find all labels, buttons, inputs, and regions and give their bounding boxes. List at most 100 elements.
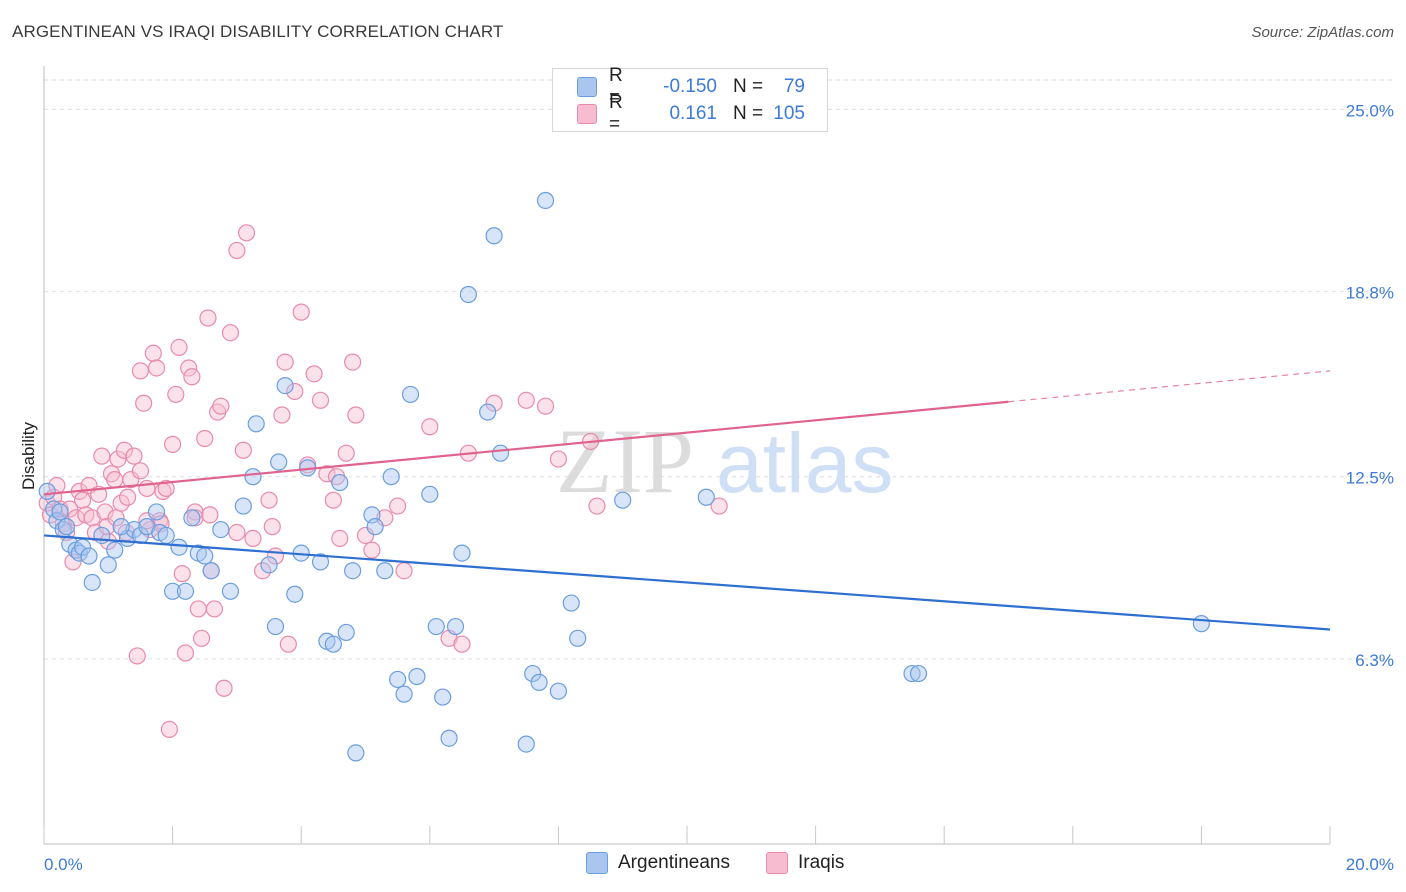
argentinean-point (459, 285, 477, 304)
series-legend-argentineans[interactable]: Argentineans (586, 852, 730, 874)
iraqi-point (286, 382, 304, 401)
watermark-atlas: atlas (716, 416, 893, 510)
series-swatch-argentineans (586, 852, 608, 874)
trend-lines (43, 370, 1331, 631)
series-label-iraqis: Iraqis (797, 852, 845, 873)
argentinean-point (247, 415, 265, 433)
iraqi-point (189, 600, 207, 618)
argentinean-point (196, 547, 214, 565)
argentinean-point (366, 518, 384, 536)
argentinean-point (125, 520, 143, 539)
iraqi-point (183, 368, 201, 386)
argentinean-point (491, 444, 510, 462)
argentinean-point (562, 594, 580, 612)
argentinean-point (530, 673, 548, 691)
iraqi-point (128, 647, 146, 665)
iraqi-point (331, 529, 349, 548)
iraqis-trend-line-extension (1008, 370, 1331, 403)
argentinean-point (57, 518, 76, 536)
iraqi-point (164, 435, 182, 453)
argentinean-point (270, 453, 288, 471)
argentinean-point (48, 512, 66, 530)
argentinean-point (234, 497, 252, 515)
argentinean-point (408, 667, 426, 686)
chart-title: ARGENTINEAN VS IRAQI DISABILITY CORRELAT… (12, 22, 504, 41)
argentinean-point (260, 556, 278, 574)
legend-r-label: R = (609, 92, 623, 135)
y-tick-label: 18.8% (1346, 284, 1394, 303)
iraqi-point (588, 497, 606, 515)
series-legend-iraqis[interactable]: Iraqis (765, 852, 845, 874)
argentinean-point (170, 538, 188, 556)
watermark: ZIP atlas (556, 410, 893, 512)
argentinean-point (389, 670, 407, 689)
argentinean-point (176, 582, 195, 600)
iraqi-point (173, 565, 191, 583)
source-label: Source: ZipAtlas.com (1251, 24, 1394, 41)
argentinean-point (524, 664, 542, 683)
iraqi-point (263, 518, 281, 536)
iraqi-point (131, 362, 150, 380)
argentinean-point (164, 582, 182, 600)
legend-n-value: 105 (773, 103, 805, 124)
iraqi-point (107, 509, 125, 527)
iraqi-point (160, 720, 178, 739)
iraqi-point (167, 385, 185, 404)
iraqi-point (237, 224, 256, 242)
argentinean-point (376, 562, 394, 580)
argentinean-point (1192, 615, 1211, 633)
argentinean-point (347, 744, 365, 762)
argentinean-point (903, 664, 921, 683)
legend-row-argentineans: R = -0.150 N = 79 (577, 65, 805, 108)
iraqi-point (98, 518, 116, 536)
argentinean-point (147, 503, 166, 521)
argentinean-point (427, 617, 445, 636)
y-tick-label: 25.0% (1346, 101, 1394, 120)
argentinean-point (446, 617, 465, 636)
legend-r-value: 0.161 (669, 103, 717, 124)
legend-r-label: R = (609, 65, 623, 108)
iraqi-point (180, 359, 198, 377)
iraqi-point (710, 497, 728, 515)
iraqi-point (228, 241, 246, 260)
argentinean-point (549, 682, 568, 700)
iraqi-point (228, 523, 246, 542)
iraqi-point (170, 338, 188, 356)
argentinean-point (344, 562, 362, 580)
iraqi-point (176, 644, 195, 662)
argentinean-point (157, 526, 175, 545)
argentinean-point (434, 688, 452, 706)
iraqi-point (106, 471, 124, 489)
iraqi-point (125, 447, 143, 465)
legend-n-label: N = (733, 103, 764, 124)
iraqi-point (395, 562, 413, 580)
argentinean-point (440, 729, 458, 747)
legend-swatch-iraqis (577, 104, 597, 124)
iraqi-point (221, 324, 240, 342)
iraqi-point (318, 465, 336, 483)
iraqi-point (311, 391, 330, 409)
iraqi-point (305, 365, 323, 383)
y-tick-label: 12.5% (1346, 469, 1394, 488)
argentinean-point (51, 503, 69, 521)
argentinean-point (244, 468, 262, 486)
iraqi-point (337, 444, 355, 462)
iraqi-point (199, 309, 217, 327)
x-tick-label-min: 0.0% (44, 855, 83, 874)
iraqi-point (279, 635, 297, 653)
argentinean-point (909, 664, 928, 683)
series-swatch-iraqis (765, 852, 788, 874)
argentinean-point (266, 617, 285, 636)
argentinean-point (331, 473, 349, 492)
argentinean-point (212, 520, 230, 539)
y-axis-label: Disability (19, 421, 38, 490)
argentinean-point (83, 573, 101, 592)
iraqi-point (215, 679, 233, 697)
x-tick-label-max: 20.0% (1346, 855, 1394, 874)
legend-swatch-argentineans (577, 77, 597, 97)
iraqi-point (131, 462, 150, 480)
axis-layer (43, 66, 1331, 845)
iraqi-point (73, 491, 92, 509)
argentinean-point (276, 377, 294, 395)
argentinean-point (614, 491, 632, 509)
